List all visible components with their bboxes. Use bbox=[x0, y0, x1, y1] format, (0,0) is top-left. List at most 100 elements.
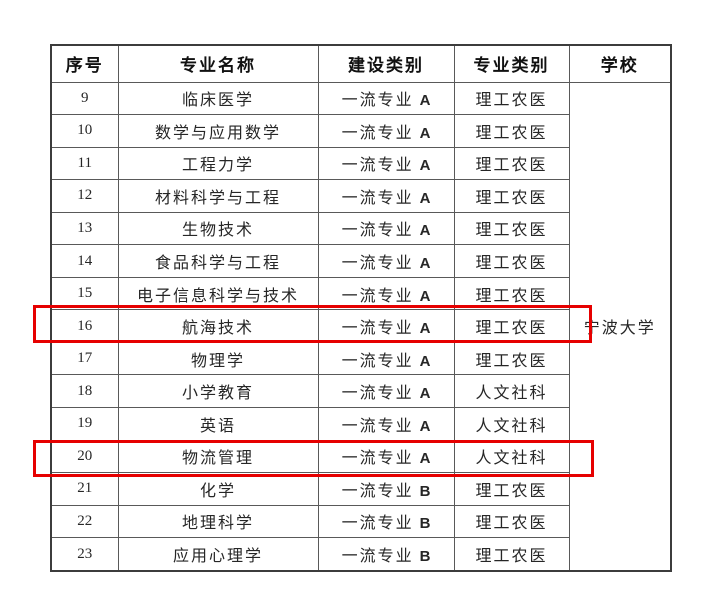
grade-letter: A bbox=[419, 124, 431, 142]
major-category-cell: 理工农医 bbox=[453, 114, 570, 148]
serial-cell: 17 bbox=[50, 341, 119, 376]
serial-cell: 16 bbox=[50, 309, 119, 343]
serial-cell: 19 bbox=[50, 406, 119, 441]
serial-cell: 23 bbox=[50, 537, 119, 572]
majors-table: 序号 专业名称 建设类别 专业类别 学校 9 临床医学 一流专业 A 理工农医 宁… bbox=[50, 44, 672, 572]
build-label: 一流专业 bbox=[341, 352, 414, 370]
major-name-cell: 应用心理学 bbox=[117, 537, 319, 572]
major-name-cell: 数学与应用数学 bbox=[117, 114, 319, 148]
table-row: 16 航海技术 一流专业 A 理工农医 bbox=[50, 309, 671, 343]
school-cell: 宁波大学 bbox=[568, 81, 672, 572]
major-name-cell: 临床医学 bbox=[117, 81, 319, 116]
build-category-cell: 一流专业 A bbox=[317, 244, 455, 278]
build-category-cell: 一流专业 B bbox=[317, 504, 455, 539]
grade-letter: A bbox=[419, 320, 431, 338]
grade-letter: A bbox=[419, 255, 431, 272]
build-category-cell: 一流专业 A bbox=[317, 179, 455, 213]
major-name-cell: 英语 bbox=[117, 406, 319, 441]
table-row: 9 临床医学 一流专业 A 理工农医 宁波大学 bbox=[50, 81, 672, 572]
table-row: 14 食品科学与工程 一流专业 A 理工农医 bbox=[50, 244, 671, 278]
build-label: 一流专业 bbox=[341, 124, 414, 142]
serial-cell: 9 bbox=[50, 81, 119, 116]
table-row: 23 应用心理学 一流专业 B 理工农医 bbox=[50, 537, 671, 572]
table-row: 10 数学与应用数学 一流专业 A 理工农医 bbox=[50, 114, 671, 148]
major-category-cell: 理工农医 bbox=[453, 504, 570, 539]
build-label: 一流专业 bbox=[341, 92, 414, 110]
table-row: 21 化学 一流专业 B 理工农医 bbox=[50, 472, 671, 506]
grade-letter: A bbox=[419, 385, 431, 403]
serial-cell: 20 bbox=[50, 439, 119, 474]
major-category-cell: 理工农医 bbox=[453, 276, 570, 311]
build-category-cell: 一流专业 A bbox=[317, 341, 455, 376]
build-label: 一流专业 bbox=[341, 417, 414, 435]
build-category-cell: 一流专业 A bbox=[317, 309, 455, 343]
grade-letter: A bbox=[419, 92, 431, 110]
table-row: 18 小学教育 一流专业 A 人文社科 bbox=[50, 374, 671, 408]
serial-cell: 21 bbox=[50, 472, 119, 506]
serial-cell: 18 bbox=[50, 374, 119, 408]
major-name-cell: 生物技术 bbox=[117, 211, 319, 246]
serial-cell: 22 bbox=[50, 504, 119, 539]
table-header: 序号 专业名称 建设类别 专业类别 学校 bbox=[50, 44, 672, 83]
grade-letter: A bbox=[419, 287, 431, 305]
grade-letter: A bbox=[419, 450, 431, 468]
table-row: 20 物流管理 一流专业 A 人文社科 bbox=[50, 439, 671, 474]
table-row: 12 材料科学与工程 一流专业 A 理工农医 bbox=[50, 179, 671, 213]
major-category-cell: 理工农医 bbox=[453, 537, 570, 572]
serial-cell: 15 bbox=[50, 276, 119, 311]
major-name-cell: 电子信息科学与技术 bbox=[117, 276, 319, 311]
build-label: 一流专业 bbox=[341, 157, 414, 175]
column-header-major-name: 专业名称 bbox=[117, 44, 319, 83]
major-name-cell: 地理科学 bbox=[117, 504, 319, 539]
serial-cell: 11 bbox=[50, 146, 119, 181]
grade-letter: A bbox=[419, 157, 431, 175]
build-label: 一流专业 bbox=[341, 287, 414, 305]
column-header-build-category: 建设类别 bbox=[317, 44, 455, 83]
build-label: 一流专业 bbox=[341, 222, 414, 240]
build-category-cell: 一流专业 A bbox=[317, 276, 455, 311]
build-label: 一流专业 bbox=[341, 450, 414, 468]
major-name-cell: 小学教育 bbox=[117, 374, 319, 408]
build-label: 一流专业 bbox=[341, 255, 414, 272]
build-category-cell: 一流专业 A bbox=[317, 81, 455, 116]
major-category-cell: 人文社科 bbox=[453, 374, 570, 408]
column-header-school: 学校 bbox=[568, 44, 672, 83]
major-category-cell: 人文社科 bbox=[453, 439, 570, 474]
major-category-cell: 理工农医 bbox=[453, 309, 570, 343]
major-name-cell: 物理学 bbox=[117, 341, 319, 376]
major-category-cell: 理工农医 bbox=[453, 146, 570, 181]
table-row: 11 工程力学 一流专业 A 理工农医 bbox=[50, 146, 671, 181]
table-row: 17 物理学 一流专业 A 理工农医 bbox=[50, 341, 671, 376]
build-category-cell: 一流专业 A bbox=[317, 374, 455, 408]
build-label: 一流专业 bbox=[341, 320, 414, 338]
major-category-cell: 理工农医 bbox=[453, 472, 570, 506]
major-name-cell: 工程力学 bbox=[117, 146, 319, 181]
header-row: 序号 专业名称 建设类别 专业类别 学校 bbox=[50, 44, 672, 83]
grade-letter: A bbox=[419, 222, 431, 240]
serial-cell: 14 bbox=[50, 244, 119, 278]
grade-letter: A bbox=[419, 417, 431, 435]
grade-letter: A bbox=[419, 189, 431, 207]
column-header-major-category: 专业类别 bbox=[453, 44, 570, 83]
build-category-cell: 一流专业 A bbox=[317, 211, 455, 246]
serial-cell: 12 bbox=[50, 179, 119, 213]
grade-letter: A bbox=[419, 352, 431, 370]
major-category-cell: 理工农医 bbox=[453, 244, 570, 278]
build-label: 一流专业 bbox=[341, 482, 414, 500]
table-row: 13 生物技术 一流专业 A 理工农医 bbox=[50, 211, 671, 246]
major-category-cell: 理工农医 bbox=[453, 211, 570, 246]
build-category-cell: 一流专业 A bbox=[317, 406, 455, 441]
serial-cell: 10 bbox=[50, 114, 119, 148]
build-label: 一流专业 bbox=[341, 515, 414, 533]
build-label: 一流专业 bbox=[341, 385, 414, 403]
build-category-cell: 一流专业 A bbox=[317, 439, 455, 474]
major-category-cell: 理工农医 bbox=[453, 81, 570, 116]
build-category-cell: 一流专业 A bbox=[317, 146, 455, 181]
major-name-cell: 材料科学与工程 bbox=[117, 179, 319, 213]
major-category-cell: 理工农医 bbox=[453, 179, 570, 213]
build-category-cell: 一流专业 A bbox=[317, 114, 455, 148]
table-body: 9 临床医学 一流专业 A 理工农医 宁波大学 10 数学与应用数学 一流专业 A … bbox=[50, 81, 672, 572]
major-name-cell: 物流管理 bbox=[117, 439, 319, 474]
build-label: 一流专业 bbox=[341, 548, 414, 566]
